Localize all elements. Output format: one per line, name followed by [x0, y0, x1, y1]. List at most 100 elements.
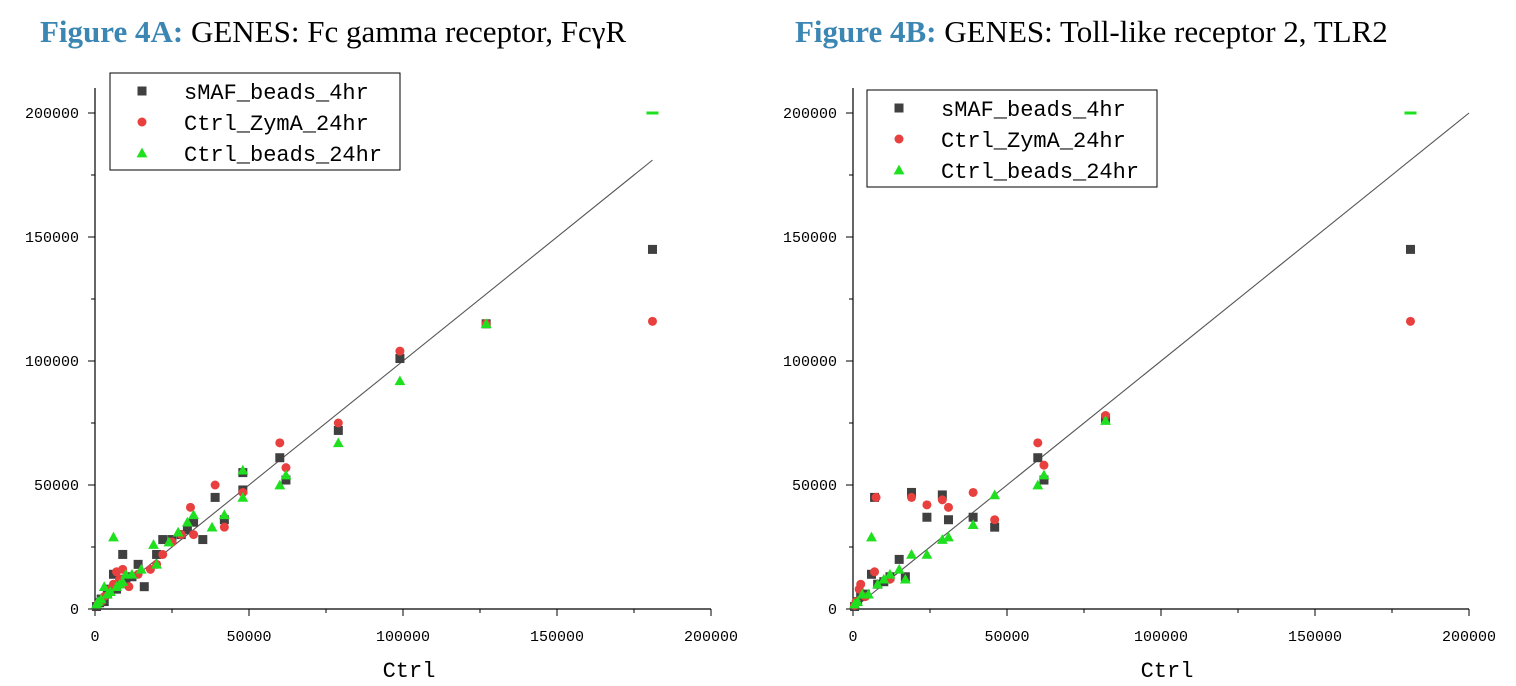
data-point — [1039, 475, 1049, 485]
legend-marker — [137, 117, 147, 127]
data-point — [237, 492, 249, 502]
series-a-3 — [91, 111, 659, 609]
x-tick-label-a: 200000 — [684, 629, 738, 646]
x-tick-label-a: 0 — [90, 629, 99, 646]
data-point — [967, 519, 979, 529]
data-point — [1404, 111, 1417, 115]
data-point — [219, 515, 229, 525]
x-tick-label-a: 50000 — [226, 629, 271, 646]
data-point — [1038, 469, 1050, 480]
data-point — [148, 539, 159, 549]
data-point — [139, 582, 149, 592]
figure-label-b: Figure 4B: — [795, 14, 937, 49]
x-tick-label-b: 200000 — [1442, 629, 1496, 646]
data-point — [185, 502, 195, 512]
data-point — [394, 375, 406, 386]
data-point — [98, 581, 110, 591]
data-point — [163, 536, 175, 547]
legend-label: sMAF_beads_4hr — [941, 98, 1126, 123]
data-point — [872, 578, 884, 589]
data-point — [943, 502, 953, 512]
data-point — [188, 509, 199, 520]
data-point — [281, 475, 291, 485]
data-point — [647, 316, 657, 326]
legend-marker — [136, 147, 148, 158]
data-point — [907, 492, 917, 502]
x-tick-label-b: 100000 — [1134, 629, 1188, 646]
legend-marker — [894, 134, 904, 144]
data-point — [95, 593, 107, 604]
data-point — [943, 531, 954, 542]
data-point — [158, 535, 168, 545]
data-point — [237, 464, 249, 475]
data-point — [198, 535, 208, 545]
fit-line-a — [94, 159, 653, 610]
data-point — [135, 563, 147, 574]
data-point — [182, 516, 193, 527]
title-text-a: GENES: Fc gamma receptor, FcγR — [190, 14, 627, 49]
data-point — [210, 480, 220, 490]
data-point — [936, 534, 948, 544]
data-point — [863, 588, 874, 599]
data-point — [1033, 453, 1043, 463]
data-point — [907, 487, 917, 497]
data-point — [856, 579, 866, 589]
data-point — [968, 512, 978, 522]
data-point — [280, 469, 292, 480]
y-tick-label-a: 200000 — [25, 106, 79, 123]
y-tick-label-b: 100000 — [783, 354, 837, 371]
data-point — [275, 453, 285, 463]
data-point — [332, 437, 344, 448]
data-point — [126, 568, 138, 579]
data-point — [333, 425, 343, 435]
data-point — [189, 517, 199, 527]
x-tick-label-b: 50000 — [984, 629, 1029, 646]
data-point — [1032, 479, 1044, 490]
data-point — [647, 244, 657, 254]
data-point — [1405, 244, 1415, 254]
data-point — [210, 492, 220, 502]
data-point — [133, 559, 143, 569]
data-point — [866, 531, 877, 542]
data-point — [921, 549, 933, 559]
y-tick-label-b: 0 — [828, 602, 837, 619]
data-point — [1405, 316, 1415, 326]
data-point — [968, 487, 978, 497]
data-point — [884, 568, 896, 579]
chart-title-b: Figure 4B: GENES: Toll-like receptor 2, … — [795, 14, 1388, 50]
legend-marker — [894, 103, 904, 113]
data-point — [871, 492, 881, 502]
y-tick-label-a: 0 — [70, 602, 79, 619]
data-point — [899, 573, 911, 584]
legend-label: Ctrl_beads_24hr — [184, 143, 382, 168]
data-point — [395, 354, 405, 364]
legend-box-a — [109, 72, 401, 171]
x-tick-label-a: 150000 — [530, 629, 584, 646]
data-point — [117, 576, 129, 587]
legend-label: Ctrl_ZymA_24hr — [941, 129, 1126, 154]
data-point — [989, 489, 1001, 500]
data-point — [1033, 438, 1043, 448]
data-point — [906, 549, 917, 559]
x-axis-label-b: Ctrl — [1141, 659, 1194, 684]
data-point — [121, 577, 131, 587]
data-point — [894, 554, 904, 564]
data-point — [218, 509, 230, 520]
data-point — [172, 526, 184, 537]
series-b-2 — [850, 316, 1415, 610]
y-tick-label-a: 150000 — [25, 230, 79, 247]
data-point — [922, 512, 932, 522]
data-point — [893, 563, 905, 574]
data-point — [937, 490, 947, 500]
data-point — [480, 318, 492, 329]
y-tick-label-b: 150000 — [783, 230, 837, 247]
data-point — [108, 531, 119, 542]
legend-marker — [137, 86, 147, 96]
legend-b: sMAF_beads_4hr Ctrl_ZymA_24hr Ctrl_beads_2… — [866, 89, 1158, 188]
figure-label-a: Figure 4A: — [40, 14, 184, 49]
data-point — [1100, 415, 1111, 425]
scatter-plot-a: 0 50000 100000 150000 200000 0 50000 100000 1500… — [25, 72, 738, 684]
data-point — [158, 549, 168, 559]
y-tick-label-a: 100000 — [25, 354, 79, 371]
